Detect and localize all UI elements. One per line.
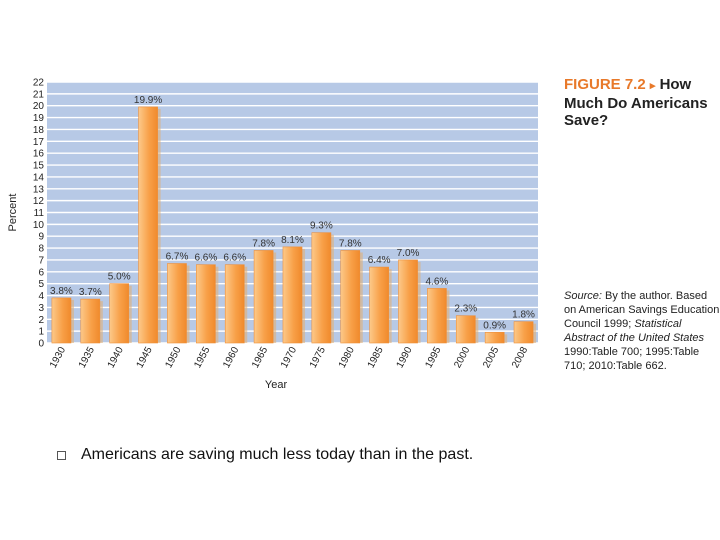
- bar: [311, 232, 332, 344]
- x-tick-label: 1985: [366, 345, 386, 370]
- y-tick-label: 0: [38, 339, 44, 350]
- bar: [484, 332, 505, 344]
- x-tick-label: 1940: [106, 345, 126, 370]
- x-tick-label: 1975: [308, 345, 328, 370]
- data-label: 3.7%: [79, 287, 102, 298]
- y-tick-label: 11: [34, 208, 45, 219]
- source-text-1: By the author. Based on American Savings…: [564, 290, 720, 330]
- bar: [369, 266, 389, 344]
- bar: [455, 315, 476, 344]
- y-tick-label: 21: [33, 89, 45, 100]
- data-label: 1.8%: [512, 310, 535, 321]
- bar: [224, 264, 245, 344]
- y-tick-label: 13: [33, 184, 45, 195]
- y-tick-label: 20: [33, 101, 45, 112]
- data-label: 2.3%: [454, 304, 477, 315]
- x-tick-label: 2008: [510, 345, 530, 370]
- y-tick-label: 5: [38, 279, 44, 290]
- x-tick-label: 1930: [48, 345, 68, 370]
- y-tick-label: 22: [33, 78, 45, 89]
- y-tick-label: 12: [33, 196, 45, 207]
- x-tick-label: 1950: [163, 345, 183, 370]
- y-tick-label: 15: [33, 161, 45, 172]
- bar: [513, 321, 534, 344]
- y-tick-label: 6: [38, 267, 44, 278]
- y-tick-label: 16: [33, 149, 45, 160]
- data-label: 7.8%: [252, 238, 275, 249]
- source-text-2: 1990:Table 700; 1995:Table 710; 2010:Tab…: [564, 346, 700, 372]
- x-tick-label: 1970: [279, 345, 299, 370]
- data-label: 6.6%: [194, 253, 217, 264]
- data-label: 7.8%: [339, 238, 362, 249]
- bullet-text: Americans are saving much less today tha…: [81, 446, 474, 463]
- figure-arrow-icon: ▸: [649, 80, 656, 92]
- figure-title-text: How Much Do Americans Save?: [564, 76, 708, 129]
- x-tick-label: 1935: [77, 345, 97, 370]
- data-label: 19.9%: [134, 95, 162, 106]
- data-label: 3.8%: [50, 286, 73, 297]
- bars: [51, 106, 537, 344]
- y-tick-label: 8: [38, 244, 44, 255]
- x-tick-label: 1980: [337, 345, 357, 370]
- figure-number: FIGURE 7.2: [564, 76, 646, 93]
- data-label: 4.6%: [426, 276, 449, 287]
- data-label: 6.4%: [368, 255, 391, 266]
- x-tick-label: 1955: [192, 345, 212, 370]
- source-note: Source: By the author. Based on American…: [564, 289, 720, 373]
- bar: [398, 259, 418, 344]
- y-tick-label: 7: [38, 255, 44, 266]
- data-labels: 3.8% 3.7% 5.0% 19.9% 6.7% 6.6% 6.6% 7.8% 8.1% 9.3…: [50, 95, 535, 331]
- bar: [340, 250, 361, 344]
- bullet-item: Americans are saving much less today tha…: [57, 446, 697, 468]
- x-tick-label: 2005: [481, 345, 501, 370]
- source-label: Source:: [564, 290, 602, 302]
- bar: [51, 297, 72, 344]
- y-tick-label: 14: [33, 172, 45, 183]
- bar: [167, 263, 187, 344]
- y-axis-title: Percent: [7, 194, 19, 232]
- bar: [282, 246, 303, 344]
- bar: [80, 298, 101, 344]
- data-label: 8.1%: [281, 235, 304, 246]
- bullet-square-icon: [57, 451, 66, 460]
- x-tick-label: 1945: [135, 345, 155, 370]
- x-axis-title: Year: [265, 379, 288, 391]
- x-tick-label: 1960: [221, 345, 241, 370]
- data-label: 6.7%: [166, 252, 189, 263]
- y-tick-label: 10: [33, 220, 45, 231]
- bar: [427, 288, 447, 344]
- y-tick-label: 17: [33, 137, 45, 148]
- y-tick-label: 2: [38, 315, 44, 326]
- y-tick-label: 3: [38, 303, 44, 314]
- bar: [138, 106, 158, 344]
- data-label: 7.0%: [397, 248, 420, 259]
- data-label: 0.9%: [483, 320, 506, 331]
- source-italic-title: Statistical Abstract of the United State…: [564, 318, 705, 344]
- x-tick-label: 1990: [395, 345, 415, 370]
- x-axis-ticks: 1930 1935 1940 1945 1950 1955 1960 1965 1970 1975…: [48, 345, 530, 370]
- data-label: 6.6%: [223, 253, 246, 264]
- data-label: 5.0%: [108, 272, 131, 283]
- y-tick-label: 9: [38, 232, 44, 243]
- y-tick-label: 18: [33, 125, 45, 136]
- x-tick-label: 1995: [423, 345, 443, 370]
- bar: [253, 250, 274, 344]
- x-tick-label: 2000: [452, 345, 472, 370]
- data-label: 9.3%: [310, 221, 333, 232]
- y-tick-label: 19: [33, 113, 45, 124]
- y-tick-label: 1: [38, 327, 44, 338]
- figure-title: FIGURE 7.2 ▸ How Much Do Americans Save?: [564, 76, 714, 129]
- bar: [196, 264, 216, 344]
- bar: [109, 283, 130, 344]
- y-tick-label: 4: [38, 291, 44, 302]
- x-tick-label: 1965: [250, 345, 270, 370]
